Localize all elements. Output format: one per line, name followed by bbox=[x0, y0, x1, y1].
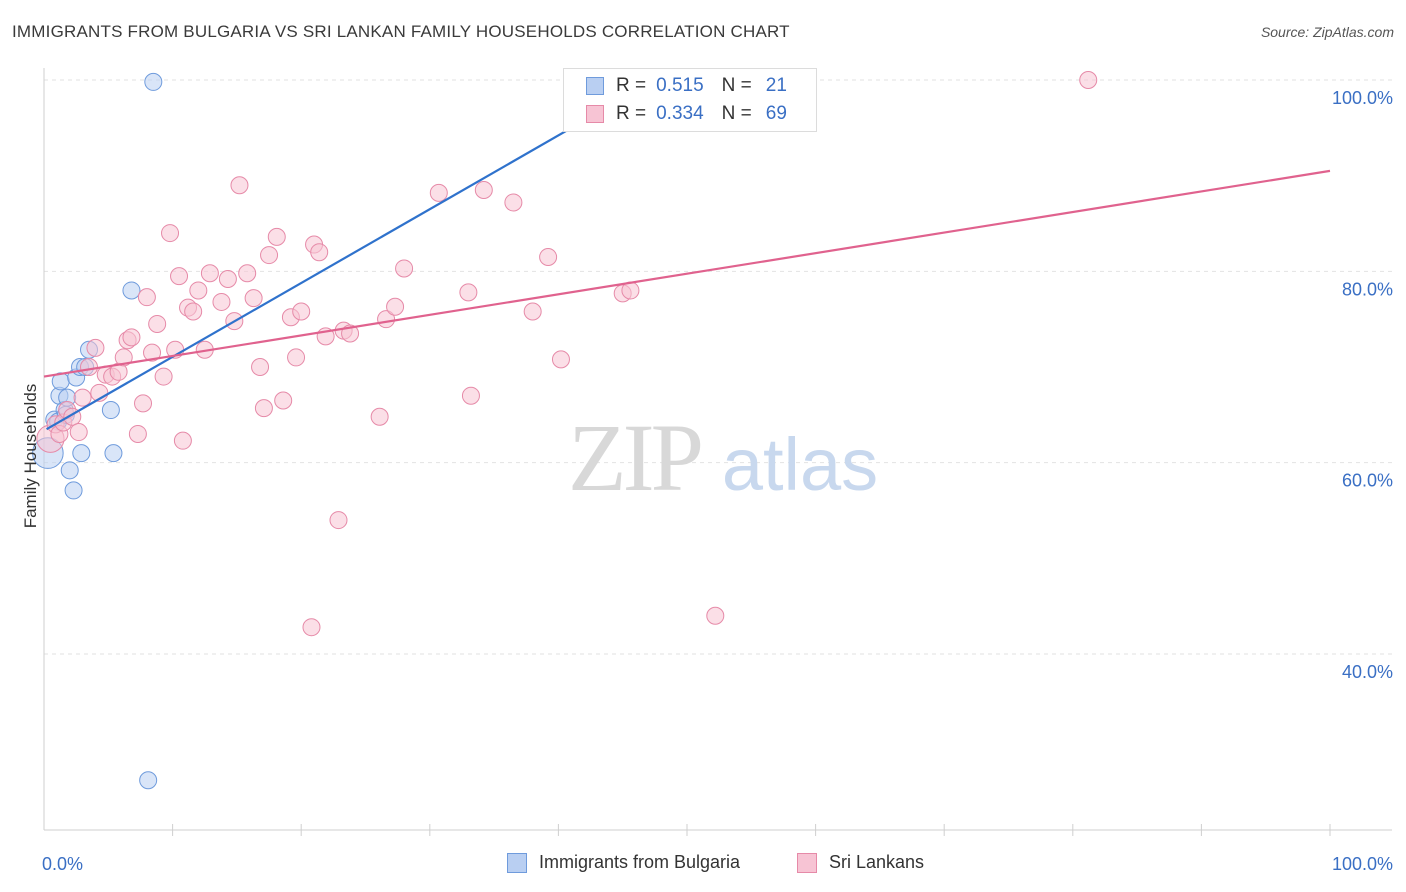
data-point-pink bbox=[267, 227, 286, 246]
watermark-atlas: atlas bbox=[722, 423, 878, 506]
series-swatch-srilankans bbox=[797, 852, 817, 873]
correlation-legend: R = 0.515 N = 21 R = 0.334 N = 69 bbox=[563, 68, 817, 132]
data-point-pink bbox=[143, 343, 162, 362]
legend-r-label: R = bbox=[616, 75, 647, 96]
data-point-pink bbox=[386, 297, 405, 316]
y-tick-label: 40.0% bbox=[1342, 662, 1393, 682]
data-point-pink bbox=[69, 423, 88, 442]
series-legend-bulgaria[interactable]: Immigrants from Bulgaria bbox=[507, 852, 740, 873]
source-note: Source: ZipAtlas.com bbox=[1260, 24, 1394, 40]
data-point-blue bbox=[139, 771, 158, 790]
data-point-pink bbox=[539, 247, 558, 266]
legend-n-value-srilankans: 69 bbox=[765, 103, 787, 124]
data-point-blue bbox=[64, 481, 83, 500]
y-tick-label: 60.0% bbox=[1342, 471, 1393, 491]
legend-n-label: N = bbox=[721, 75, 752, 96]
y-tick-label: 100.0% bbox=[1332, 88, 1393, 108]
series-legend-srilankans[interactable]: Sri Lankans bbox=[797, 852, 924, 873]
data-point-pink bbox=[287, 348, 306, 367]
data-point-pink bbox=[254, 399, 273, 418]
data-point-pink bbox=[329, 511, 348, 530]
data-point-pink bbox=[200, 264, 219, 283]
data-point-pink bbox=[429, 183, 448, 202]
data-point-blue bbox=[72, 444, 91, 463]
data-point-pink bbox=[173, 431, 192, 450]
data-points bbox=[32, 71, 1098, 790]
data-point-pink bbox=[154, 367, 173, 386]
data-point-pink bbox=[504, 193, 523, 212]
legend-n-label: N = bbox=[721, 103, 752, 124]
data-point-blue bbox=[101, 401, 120, 420]
data-point-pink bbox=[122, 328, 141, 347]
trend-lines bbox=[43, 79, 1331, 431]
chart-title: IMMIGRANTS FROM BULGARIA VS SRI LANKAN F… bbox=[12, 22, 790, 41]
data-point-pink bbox=[230, 176, 249, 195]
data-point-pink bbox=[274, 391, 293, 410]
data-point-pink bbox=[302, 618, 321, 637]
data-point-pink bbox=[134, 394, 153, 413]
data-point-pink bbox=[114, 348, 133, 367]
series-name-bulgaria: Immigrants from Bulgaria bbox=[539, 852, 741, 872]
y-tick-label: 80.0% bbox=[1342, 279, 1393, 299]
tick-labels: 40.0% 60.0% 80.0% 100.0% 0.0% 100.0% bbox=[42, 88, 1393, 874]
data-point-blue bbox=[122, 281, 141, 300]
data-point-pink bbox=[551, 350, 570, 369]
watermark-zip: ZIP bbox=[568, 404, 701, 511]
data-point-pink bbox=[80, 358, 99, 376]
data-point-blue bbox=[104, 444, 123, 463]
data-point-pink bbox=[218, 269, 237, 288]
data-point-pink bbox=[73, 388, 92, 407]
data-point-pink bbox=[292, 302, 311, 321]
x-tick-label: 0.0% bbox=[42, 854, 83, 874]
legend-row-srilankans: R = 0.334 N = 69 bbox=[586, 100, 787, 128]
data-point-pink bbox=[370, 407, 389, 426]
data-point-pink bbox=[189, 281, 208, 300]
watermark: ZIP atlas bbox=[568, 404, 878, 511]
data-point-pink bbox=[86, 338, 105, 357]
data-point-blue bbox=[60, 461, 79, 480]
data-point-pink bbox=[128, 424, 147, 443]
data-point-pink bbox=[184, 302, 203, 321]
data-point-pink bbox=[260, 246, 279, 265]
data-point-blue bbox=[144, 72, 163, 91]
legend-r-value-bulgaria: 0.515 bbox=[656, 75, 704, 96]
trend-line-pink bbox=[43, 169, 1331, 378]
data-point-pink bbox=[706, 606, 725, 625]
series-name-srilankans: Sri Lankans bbox=[829, 852, 925, 872]
data-point-pink bbox=[461, 386, 480, 405]
data-point-pink bbox=[161, 224, 180, 243]
data-point-pink bbox=[251, 358, 270, 376]
data-point-pink bbox=[1079, 71, 1098, 89]
trend-line-blue bbox=[46, 79, 656, 431]
data-point-pink bbox=[523, 302, 542, 321]
x-tick-label: 100.0% bbox=[1332, 854, 1393, 874]
y-axis-label: Family Households bbox=[21, 383, 40, 529]
data-point-pink bbox=[474, 181, 493, 200]
gridlines bbox=[44, 79, 1392, 655]
series-swatch-bulgaria bbox=[507, 852, 527, 873]
legend-swatch-srilankans bbox=[586, 105, 604, 123]
data-point-pink bbox=[148, 314, 167, 333]
series-legend: Immigrants from Bulgaria Sri Lankans bbox=[0, 850, 1406, 878]
data-point-pink bbox=[310, 243, 329, 262]
legend-r-label: R = bbox=[616, 103, 647, 124]
legend-r-value-srilankans: 0.334 bbox=[656, 103, 704, 124]
legend-swatch-bulgaria bbox=[586, 77, 604, 95]
legend-n-value-bulgaria: 21 bbox=[765, 75, 787, 96]
data-point-pink bbox=[170, 267, 189, 286]
data-point-pink bbox=[459, 283, 478, 302]
data-point-pink bbox=[244, 289, 263, 308]
legend-row-bulgaria: R = 0.515 N = 21 bbox=[586, 72, 787, 100]
data-point-pink bbox=[395, 259, 414, 278]
data-point-pink bbox=[212, 292, 231, 311]
data-point-pink bbox=[238, 264, 257, 283]
data-point-pink bbox=[137, 288, 156, 307]
